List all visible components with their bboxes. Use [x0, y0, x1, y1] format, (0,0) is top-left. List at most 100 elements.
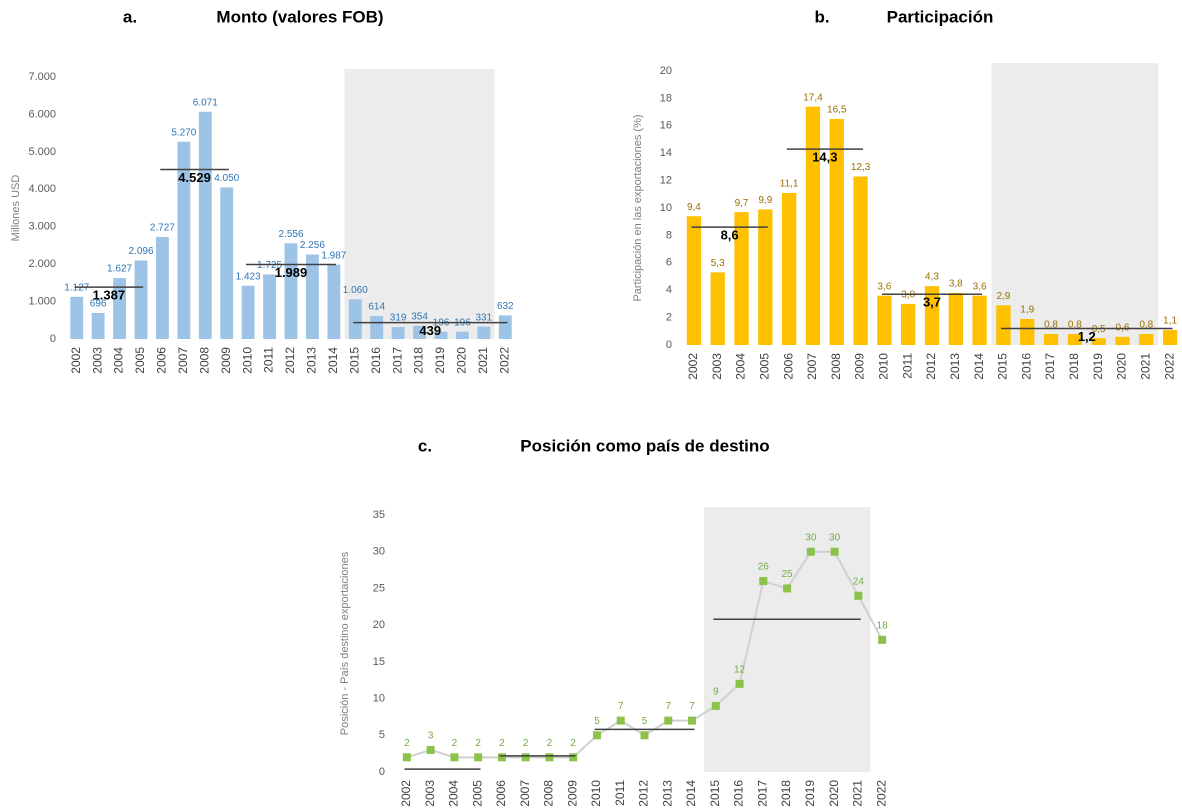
- x-tick-label: 2009: [219, 347, 233, 374]
- marker: [759, 577, 768, 586]
- x-tick-label: 2015: [708, 780, 722, 807]
- x-tick-label: 2013: [305, 347, 319, 374]
- chart-title: Monto (valores FOB): [216, 7, 383, 26]
- x-tick-label: 2019: [433, 347, 447, 374]
- data-label: 9,7: [735, 198, 749, 209]
- data-label: 3: [428, 731, 434, 742]
- x-tick-label: 2021: [1138, 353, 1152, 380]
- x-tick-label: 2017: [390, 347, 404, 374]
- marker: [854, 591, 863, 600]
- x-tick-label: 2018: [412, 347, 426, 374]
- x-tick-label: 2021: [851, 780, 865, 807]
- marker: [592, 731, 601, 740]
- x-tick-label: 2012: [924, 353, 938, 380]
- x-tick-label: 2012: [637, 780, 651, 807]
- data-label: 2: [547, 738, 553, 749]
- y-tick-label: 10: [373, 692, 385, 704]
- y-tick-label: 14: [660, 147, 672, 159]
- x-tick-label: 2015: [347, 347, 361, 374]
- data-label: 25: [782, 569, 794, 580]
- data-label: 3,6: [973, 281, 987, 292]
- data-label: 2.256: [300, 240, 325, 251]
- data-label: 17,4: [803, 92, 823, 103]
- x-tick-label: 2022: [497, 347, 511, 374]
- data-label: 7: [665, 701, 671, 712]
- x-tick-label: 2006: [494, 780, 508, 807]
- data-label: 5.270: [171, 127, 196, 138]
- data-label: 2.556: [278, 229, 303, 240]
- bar: [996, 305, 1011, 345]
- marker: [545, 753, 554, 762]
- bar: [156, 236, 169, 339]
- y-tick-label: 20: [373, 619, 385, 631]
- x-tick-label: 2009: [565, 780, 579, 807]
- data-label: 0,8: [1139, 320, 1153, 331]
- data-label: 5: [642, 716, 648, 727]
- x-tick-label: 2006: [781, 353, 795, 380]
- x-tick-label: 2022: [874, 780, 888, 807]
- data-label: 2: [499, 738, 505, 749]
- bar: [413, 325, 426, 339]
- marker: [426, 745, 435, 754]
- data-label: 2: [404, 738, 410, 749]
- y-tick-label: 35: [373, 509, 385, 521]
- bar: [1115, 336, 1130, 345]
- data-label: 2: [523, 738, 529, 749]
- data-label: 2,9: [996, 291, 1010, 302]
- y-tick-label: 25: [373, 582, 385, 594]
- y-tick-label: 4.000: [28, 183, 56, 195]
- data-label: 18: [877, 620, 889, 631]
- data-label: 1.725: [257, 260, 282, 271]
- x-tick-label: 2003: [90, 347, 104, 374]
- x-tick-label: 2015: [996, 353, 1010, 380]
- y-axis-label: Posición - País destino exportaciones: [339, 551, 351, 735]
- bar: [972, 295, 987, 345]
- bar: [901, 303, 916, 345]
- bar: [853, 176, 868, 345]
- bar: [948, 292, 963, 345]
- bar: [734, 212, 749, 345]
- y-tick-label: 15: [373, 656, 385, 668]
- y-tick-label: 1.000: [28, 295, 56, 307]
- y-tick-label: 5.000: [28, 146, 56, 158]
- x-tick-label: 2021: [476, 347, 490, 374]
- bar: [829, 118, 844, 345]
- bar: [327, 264, 341, 339]
- bar: [70, 296, 84, 339]
- bar: [710, 272, 725, 345]
- marker: [688, 716, 697, 725]
- x-tick-label: 2018: [779, 780, 793, 807]
- marker: [521, 753, 530, 762]
- x-tick-label: 2014: [684, 780, 698, 807]
- data-label: 30: [805, 532, 817, 543]
- data-label: 1,9: [1020, 305, 1034, 316]
- y-tick-label: 7.000: [28, 71, 56, 83]
- chart-title: Posición como país de destino: [520, 436, 769, 455]
- data-label: 5,3: [711, 258, 725, 269]
- data-label: 1,1: [1163, 316, 1177, 327]
- x-tick-label: 2019: [1091, 353, 1105, 380]
- data-label: 26: [758, 562, 770, 573]
- bar: [434, 331, 448, 339]
- data-label: 0,8: [1044, 320, 1058, 331]
- x-tick-label: 2017: [755, 780, 769, 807]
- data-label: 2.727: [150, 223, 175, 234]
- y-tick-label: 30: [373, 546, 385, 558]
- data-label: 30: [829, 532, 841, 543]
- data-label: 354: [411, 311, 428, 322]
- y-tick-label: 16: [660, 120, 672, 132]
- y-tick-label: 18: [660, 92, 672, 104]
- average-label: 4.529: [178, 170, 211, 185]
- bar: [456, 331, 469, 339]
- data-label: 331: [476, 312, 493, 323]
- x-tick-label: 2008: [542, 780, 556, 807]
- bar: [263, 274, 276, 339]
- data-label: 16,5: [827, 105, 847, 116]
- x-tick-label: 2005: [758, 353, 772, 380]
- marker: [450, 753, 459, 762]
- marker: [664, 716, 673, 725]
- y-tick-label: 2.000: [28, 258, 56, 270]
- x-tick-label: 2016: [732, 780, 746, 807]
- x-tick-label: 2012: [283, 347, 297, 374]
- data-label: 9,9: [758, 195, 772, 206]
